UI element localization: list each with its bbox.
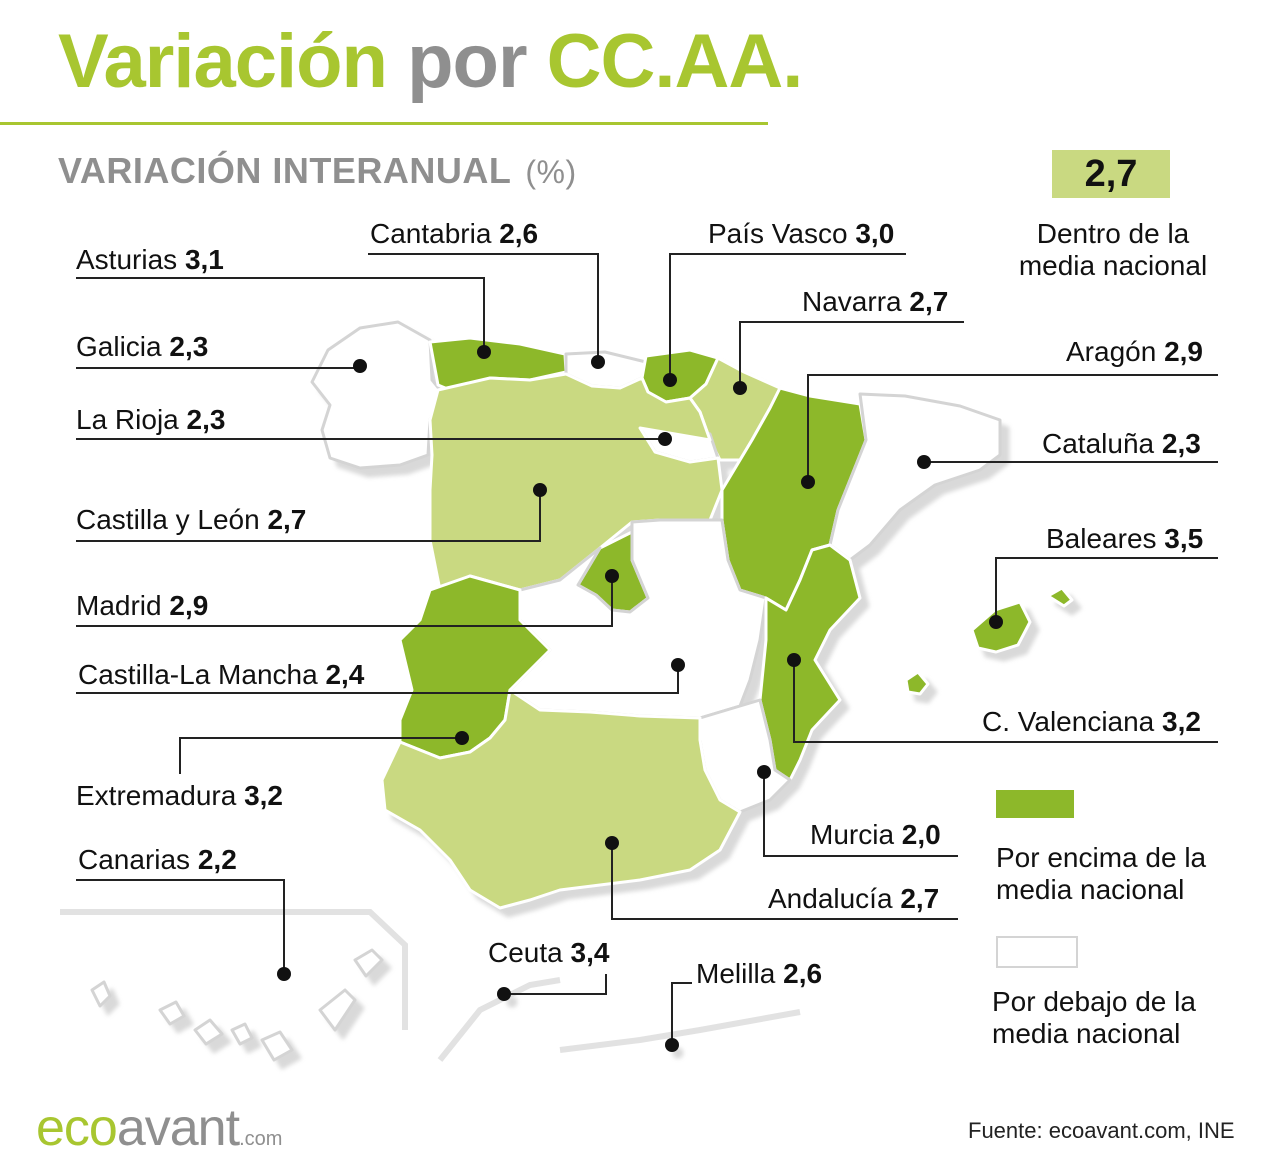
legend-above-label: Por encima de la media nacional <box>996 842 1207 905</box>
region-baleares-menorca[interactable] <box>1046 586 1074 608</box>
label-valenciana: C. Valenciana 3,2 <box>982 706 1201 737</box>
national-average-value: 2,7 <box>1052 150 1170 198</box>
region-baleares-mallorca[interactable] <box>970 600 1032 654</box>
dot-castilla-leon <box>533 483 547 497</box>
label-la-rioja: La Rioja 2,3 <box>76 404 226 435</box>
label-pais-vasco: País Vasco 3,0 <box>708 218 895 249</box>
label-castilla-la-mancha: Castilla-La Mancha 2,4 <box>78 659 365 690</box>
region-baleares-ibiza[interactable] <box>904 670 930 696</box>
region-navarra[interactable] <box>688 356 782 462</box>
legend-above-swatch <box>996 790 1074 818</box>
label-baleares: Baleares 3,5 <box>1046 523 1204 554</box>
dot-ceuta <box>497 987 511 1001</box>
dot-galicia <box>353 359 367 373</box>
region-andalucia[interactable] <box>380 688 742 910</box>
region-galicia[interactable] <box>310 320 442 470</box>
dot-pais-vasco <box>663 373 677 387</box>
dot-cataluna <box>917 455 931 469</box>
source-note: Fuente: ecoavant.com, INE <box>968 1118 1235 1143</box>
dot-murcia <box>757 765 771 779</box>
dot-la-rioja <box>658 432 672 446</box>
national-average-label: Dentro de la media nacional <box>1018 218 1208 281</box>
label-madrid: Madrid 2,9 <box>76 590 209 621</box>
dot-cantabria <box>591 355 605 369</box>
label-castilla-leon: Castilla y León 2,7 <box>76 504 307 535</box>
region-castilla-leon[interactable] <box>428 372 724 592</box>
dot-navarra <box>733 381 747 395</box>
dot-madrid <box>605 569 619 583</box>
dot-canarias <box>277 967 291 981</box>
label-cantabria: Cantabria 2,6 <box>370 218 539 249</box>
region-canarias[interactable] <box>90 948 384 1062</box>
legend-below-swatch <box>996 936 1078 968</box>
dot-melilla <box>665 1038 679 1052</box>
coastline-decoration <box>60 909 801 1062</box>
brand-logo: ecoavant.com <box>36 1099 283 1157</box>
legend-below-label: Por debajo de la media nacional <box>992 986 1196 1049</box>
dot-valenciana <box>787 653 801 667</box>
region-cataluna[interactable] <box>828 392 1002 562</box>
label-murcia: Murcia 2,0 <box>810 819 941 850</box>
dot-aragon <box>801 475 815 489</box>
leader-dots <box>277 345 1003 1052</box>
region-valenciana[interactable] <box>758 543 862 782</box>
dot-andalucia <box>605 836 619 850</box>
subtitle: VARIACIÓN INTERANUAL (%) <box>58 150 577 191</box>
dot-baleares <box>989 615 1003 629</box>
label-canarias: Canarias 2,2 <box>78 844 237 875</box>
label-extremadura: Extremadura 3,2 <box>76 780 284 811</box>
title-underline <box>0 122 768 125</box>
page-title: Variación por CC.AA. <box>58 19 803 104</box>
dot-castilla-la-mancha <box>671 658 685 672</box>
leader-lines <box>76 253 1218 1045</box>
label-navarra: Navarra 2,7 <box>802 286 949 317</box>
label-melilla: Melilla 2,6 <box>696 958 823 989</box>
label-aragon: Aragón 2,9 <box>1066 336 1204 367</box>
label-cataluna: Cataluña 2,3 <box>1042 428 1201 459</box>
dot-extremadura <box>455 731 469 745</box>
dot-asturias <box>477 345 491 359</box>
label-asturias: Asturias 3,1 <box>76 244 224 275</box>
label-ceuta: Ceuta 3,4 <box>488 937 610 968</box>
label-andalucia: Andalucía 2,7 <box>768 883 940 914</box>
label-galicia: Galicia 2,3 <box>76 331 209 362</box>
